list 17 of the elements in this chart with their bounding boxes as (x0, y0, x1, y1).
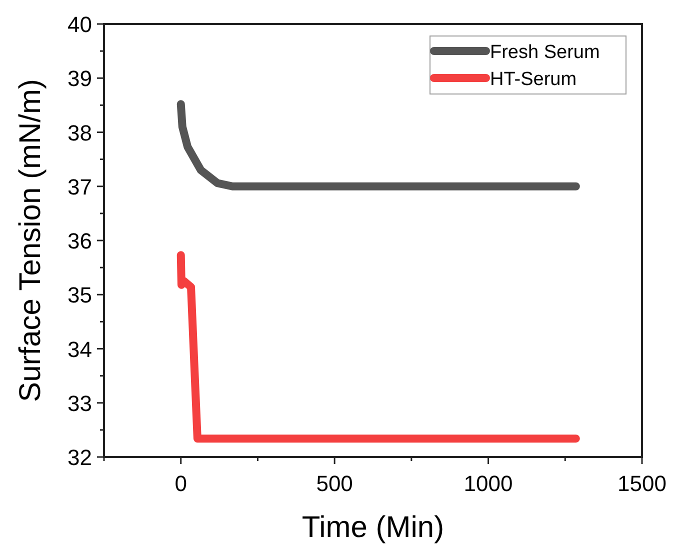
y-tick-label: 36 (68, 228, 92, 254)
x-tick-label: 1000 (464, 471, 513, 496)
x-tick-label: 1500 (618, 471, 666, 496)
y-tick-label: 34 (68, 336, 92, 362)
y-tick-label: 40 (68, 12, 92, 37)
y-axis-title: Surface Tension (mN/m) (14, 79, 47, 402)
y-tick-label: 38 (68, 120, 92, 146)
y-tick-label: 33 (68, 390, 92, 416)
y-tick-label: 32 (68, 445, 92, 470)
x-tick-label: 500 (316, 471, 353, 496)
legend-label: HT-Serum (490, 69, 577, 90)
y-tick-label: 37 (68, 174, 92, 200)
y-tick-label: 35 (68, 282, 92, 308)
x-axis-title: Time (Min) (302, 511, 444, 544)
y-tick-label: 39 (68, 66, 92, 92)
x-tick-label: 0 (174, 471, 187, 496)
legend-label: Fresh Serum (490, 42, 600, 63)
